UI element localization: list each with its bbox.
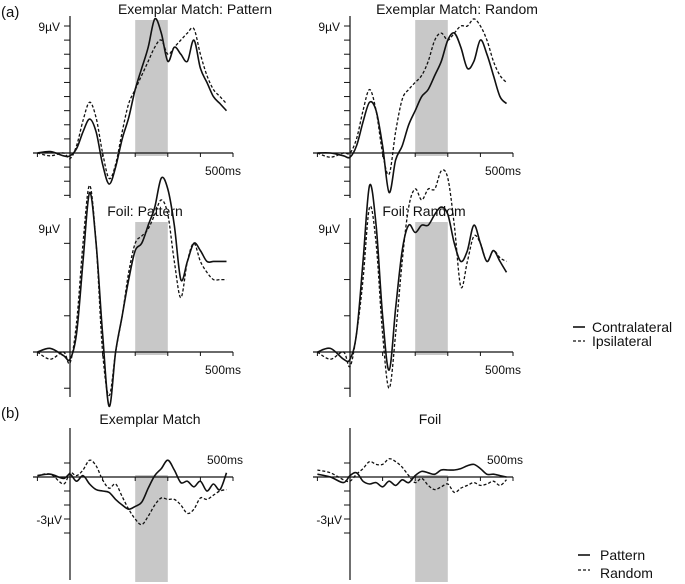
series-line-contralateral <box>317 32 508 194</box>
legend-contralateral-ipsilateral: Contralateral Ipsilateral <box>573 319 672 349</box>
analysis-window-shade <box>415 222 448 355</box>
analysis-window-shade <box>135 475 168 582</box>
erp-panel-4: Foil: Random 500ms 9µV <box>313 169 521 397</box>
x-label-500ms: 500ms <box>487 453 523 467</box>
panel-title: Foil: Random <box>382 203 465 219</box>
series-line-contralateral <box>37 176 227 408</box>
series-line-contralateral <box>37 17 228 185</box>
panel-title: Exemplar Match: Pattern <box>118 1 272 17</box>
legend-label-contralateral: Contralateral <box>592 319 672 335</box>
series-line-pattern <box>37 459 228 511</box>
series-line-ipsilateral <box>317 18 507 176</box>
x-label-500ms: 500ms <box>485 363 521 377</box>
erp-panels: Exemplar Match: Pattern500ms9µVExemplar … <box>33 1 538 582</box>
analysis-window-shade <box>415 20 448 156</box>
series-line-random <box>37 459 227 526</box>
legend-label-ipsilateral: Ipsilateral <box>592 333 652 349</box>
series-line-pattern <box>317 463 507 488</box>
erp-panel-5: Exemplar Match 500ms -3µV <box>33 411 243 582</box>
analysis-window-shade <box>135 222 168 355</box>
erp-panel-2: Exemplar Match: Random 500ms 9µV <box>313 1 538 198</box>
erp-panel-3: Foil: Pattern 500ms 9µV <box>33 176 241 408</box>
series-line-ipsilateral <box>37 27 227 180</box>
panel-label-a: (a) <box>1 4 19 21</box>
series-line-ipsilateral <box>317 169 507 389</box>
x-label-500ms: 500ms <box>205 363 241 377</box>
y-label-9uv: 9µV <box>38 222 60 236</box>
analysis-window-shade <box>135 20 168 156</box>
panel-title: Foil: Pattern <box>107 203 182 219</box>
analysis-window-shade <box>415 475 448 582</box>
legend-pattern-random: Pattern Random <box>578 547 653 581</box>
erp-panel-6: Foil 500ms -3µV <box>313 411 523 582</box>
panel-title: Exemplar Match: Random <box>376 1 538 17</box>
x-label-500ms: 500ms <box>207 453 243 467</box>
y-label-9uv: 9µV <box>38 20 60 34</box>
series-line-random <box>317 458 507 494</box>
y-label-minus3uv: -3µV <box>36 513 62 527</box>
legend-label-random: Random <box>600 565 653 581</box>
panel-title: Foil <box>419 411 442 427</box>
y-label-9uv: 9µV <box>318 222 340 236</box>
x-label-500ms: 500ms <box>485 164 521 178</box>
series-line-ipsilateral <box>37 184 227 397</box>
y-label-9uv: 9µV <box>318 20 340 34</box>
y-label-minus3uv: -3µV <box>316 513 342 527</box>
panel-title: Exemplar Match <box>99 411 200 427</box>
series-line-contralateral <box>317 183 508 371</box>
legend-label-pattern: Pattern <box>600 547 645 563</box>
x-label-500ms: 500ms <box>205 164 241 178</box>
panel-label-b: (b) <box>1 405 19 422</box>
erp-panel-1: Exemplar Match: Pattern 500ms 9µV <box>33 1 272 198</box>
